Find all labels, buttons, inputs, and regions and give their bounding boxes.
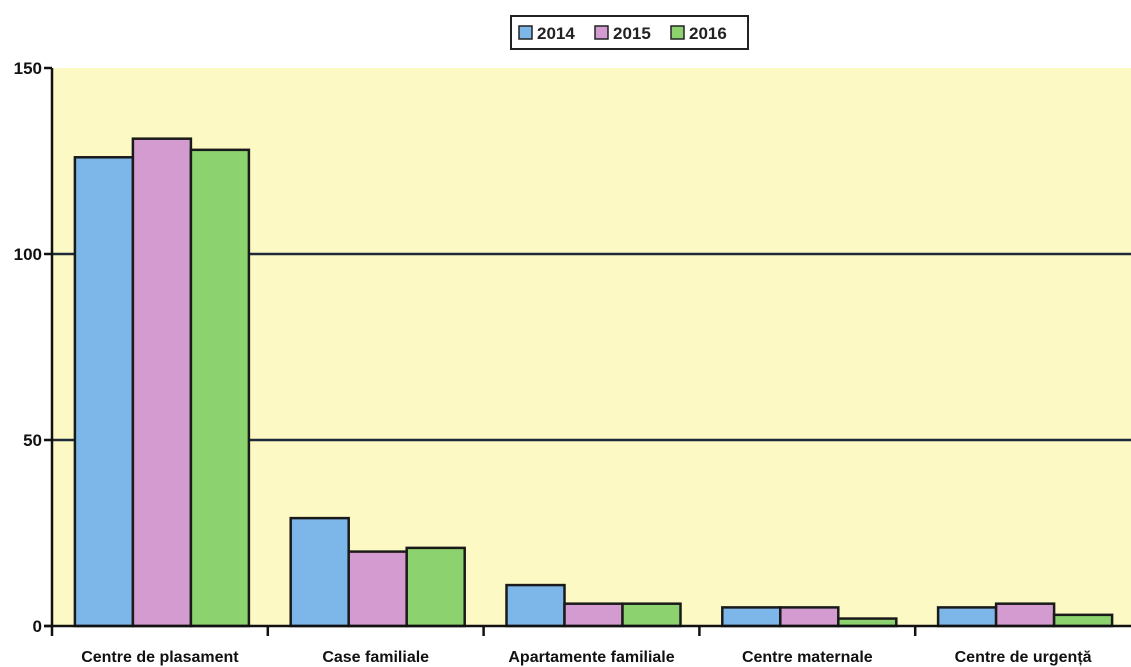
bar-2015-apartamente-familiale: [563, 602, 624, 628]
legend-swatch-2015: [594, 25, 609, 40]
bar-2014-centre-maternale: [721, 606, 782, 628]
bar-2014-case-familiale: [289, 516, 350, 628]
legend-swatch-2016: [670, 25, 685, 40]
bar-2016-centre-de-urgen-: [1052, 613, 1114, 628]
bar-2016-case-familiale: [405, 546, 466, 628]
bar-2014-centre-de-urgen-: [936, 606, 998, 628]
bars: [73, 137, 1114, 628]
bar-2015-centre-maternale: [779, 606, 840, 628]
y-tick-label-150: 150: [14, 59, 42, 78]
x-tick-label: Apartamente familiale: [508, 649, 674, 666]
legend-label-2015: 2015: [613, 24, 651, 43]
legend-box: [510, 15, 749, 50]
x-tick-label: Case familiale: [322, 649, 429, 666]
legend-label-2016: 2016: [689, 24, 727, 43]
bar-2016-centre-de-plasament: [189, 148, 251, 628]
legend-swatch-2014: [518, 25, 533, 40]
bar-2014-centre-de-plasament: [73, 156, 135, 628]
bar-2016-apartamente-familiale: [621, 602, 682, 628]
bar-2015-centre-de-plasament: [131, 137, 193, 628]
legend: 2014 2015 2016: [510, 15, 749, 50]
bar-2015-centre-de-urgen-: [994, 602, 1056, 628]
axes: 0 50 100 150 Centre de plasament Case familia…: [14, 59, 1131, 666]
x-tick-label: Centre de plasament: [81, 649, 239, 666]
bar-2015-case-familiale: [347, 550, 408, 628]
x-tick-label: Centre maternale: [742, 649, 873, 666]
legend-label-2014: 2014: [537, 24, 575, 43]
bar-2014-apartamente-familiale: [505, 583, 566, 628]
y-tick-label-0: 0: [33, 617, 42, 636]
x-tick-label: Centre de urgență: [955, 649, 1092, 666]
y-tick-label-50: 50: [23, 431, 42, 450]
y-tick-label-100: 100: [14, 245, 42, 264]
